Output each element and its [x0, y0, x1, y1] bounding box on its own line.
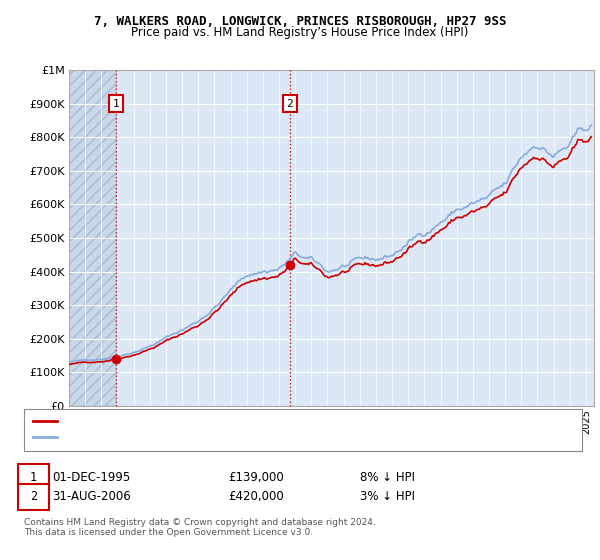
Text: 2: 2 — [286, 99, 293, 109]
Text: £420,000: £420,000 — [228, 490, 284, 503]
Text: 3% ↓ HPI: 3% ↓ HPI — [360, 490, 415, 503]
Text: 7, WALKERS ROAD, LONGWICK, PRINCES RISBOROUGH, HP27 9SS: 7, WALKERS ROAD, LONGWICK, PRINCES RISBO… — [94, 15, 506, 28]
Text: 1: 1 — [113, 99, 119, 109]
Text: 8% ↓ HPI: 8% ↓ HPI — [360, 470, 415, 484]
Text: 01-DEC-1995: 01-DEC-1995 — [52, 470, 130, 484]
Bar — [69, 70, 116, 406]
Text: £139,000: £139,000 — [228, 470, 284, 484]
Text: 1: 1 — [30, 470, 37, 484]
Text: Contains HM Land Registry data © Crown copyright and database right 2024.
This d: Contains HM Land Registry data © Crown c… — [24, 518, 376, 538]
Text: 31-AUG-2006: 31-AUG-2006 — [52, 490, 131, 503]
Text: Price paid vs. HM Land Registry’s House Price Index (HPI): Price paid vs. HM Land Registry’s House … — [131, 26, 469, 39]
Text: 7, WALKERS ROAD, LONGWICK, PRINCES RISBOROUGH, HP27 9SS (detached house): 7, WALKERS ROAD, LONGWICK, PRINCES RISBO… — [60, 416, 478, 426]
Text: 2: 2 — [30, 490, 37, 503]
Bar — [69, 70, 116, 406]
Text: HPI: Average price, detached house, Buckinghamshire: HPI: Average price, detached house, Buck… — [60, 432, 331, 442]
